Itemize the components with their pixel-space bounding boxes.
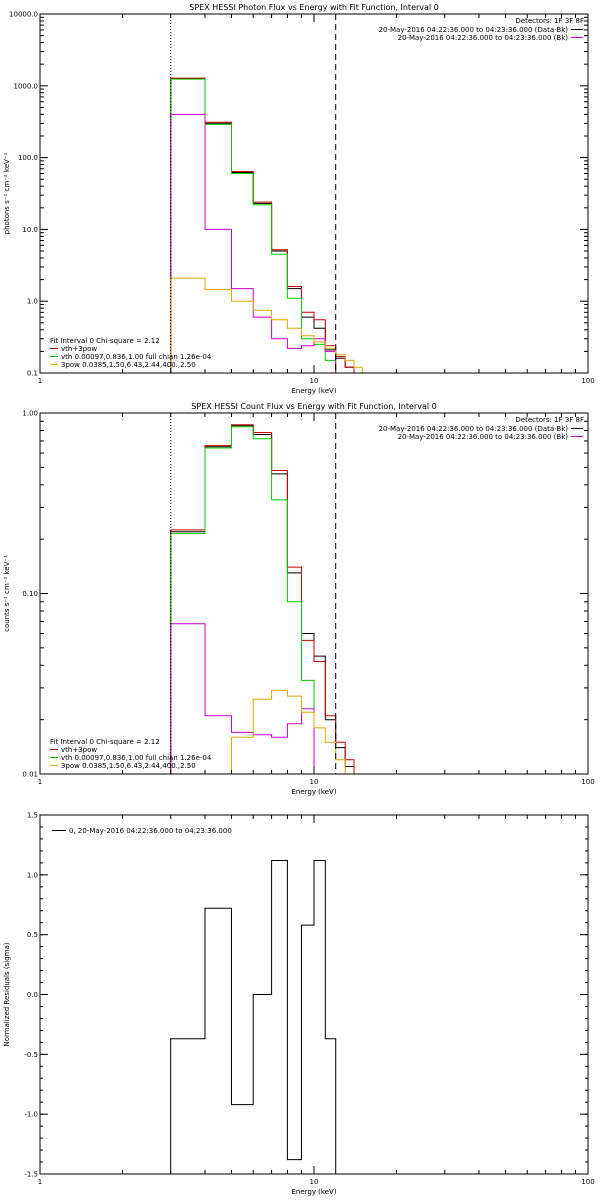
x-tick-label: 1: [38, 377, 42, 385]
y-tick-label: 0.10: [22, 590, 38, 598]
chart-0: 1 10 100 0.1 1.0 10.0 100.0 1000.0 10000.0 SPEX H…: [3, 3, 595, 395]
series-1-line: [170, 77, 363, 373]
chart-2: 1 10 100 -1.5 -1.0 -0.5 0.0 0.5 1.0 1.5 Energy (ke…: [3, 812, 595, 1197]
y-tick-label: 10.0: [22, 226, 38, 234]
legend-top: 0, 20-May-2016 04:22:36.000 to 04:23:36.…: [52, 827, 232, 835]
y-tick-label: 1000.0: [14, 82, 39, 90]
y-tick-label: 0.5: [27, 931, 38, 939]
x-tick-label: 100: [581, 1178, 594, 1186]
y-tick-label: -0.5: [24, 1051, 38, 1059]
y-axis-label: Normalized Residuals (sigma): [3, 942, 11, 1046]
x-tick-label: 100: [581, 778, 594, 786]
y-tick-label: 0.0: [27, 991, 38, 999]
series-3-line: [170, 623, 326, 774]
chart-1: 1 10 100 0.01 0.10 1.00 SPEX HESSI Count Flux …: [3, 402, 595, 796]
x-tick-label: 10: [310, 377, 319, 385]
legend-bottom: Fit Interval 0 Chi-square = 2.12vth+3pow…: [50, 738, 212, 770]
y-tick-label: 10000.0: [9, 11, 38, 19]
legend-entry: 20-May-2016 04:22:36.000 to 04:23:36.000…: [398, 34, 569, 42]
y-tick-label: 100.0: [18, 154, 38, 162]
y-axis-label: photons s⁻¹ cm⁻² keV⁻¹: [3, 152, 11, 234]
series-4-line: [170, 277, 363, 373]
legend-header: Detectors: 1F 3F 8F: [515, 17, 584, 25]
series-0-line: [170, 860, 337, 1174]
fit-legend-header: Fit Interval 0 Chi-square = 2.12: [50, 337, 160, 345]
series-3-line: [170, 113, 346, 373]
y-tick-label: -1.5: [24, 1171, 38, 1179]
y-tick-label: -1.0: [24, 1111, 38, 1119]
x-axis-label: Energy (keV): [291, 788, 336, 796]
series-2-line: [170, 78, 363, 373]
series-0-line: [170, 78, 363, 373]
x-tick-label: 100: [581, 377, 594, 385]
fit-legend-entry: 3pow 0.0385,1.50,6.43,2.44,400.,2.50: [61, 361, 196, 369]
x-axis-label: Energy (keV): [291, 387, 336, 395]
y-tick-label: 1.0: [27, 871, 38, 879]
x-tick-label: 1: [38, 1178, 42, 1186]
fit-legend-entry: 3pow 0.0385,1.50,6.43,2.44,400.,2.50: [61, 762, 196, 770]
legend-entry: 20-May-2016 04:22:36.000 to 04:23:36.000…: [379, 425, 569, 433]
chart-title: SPEX HESSI Count Flux vs Energy with Fit…: [191, 402, 436, 411]
legend-entry: 20-May-2016 04:22:36.000 to 04:23:36.000…: [379, 26, 569, 34]
fit-legend-header: Fit Interval 0 Chi-square = 2.12: [50, 738, 160, 746]
fit-legend-entry: vth 0.00097,0.836,1.00 full chian 1.26e-…: [61, 353, 212, 361]
fit-legend-entry: vth+3pow: [61, 746, 97, 754]
fit-legend-entry: vth+3pow: [61, 345, 97, 353]
y-tick-label: 1.5: [27, 812, 38, 820]
y-axis-label: counts s⁻¹ cm⁻² keV⁻¹: [3, 555, 11, 632]
y-tick-label: 1.0: [27, 298, 38, 306]
chart-title: SPEX HESSI Photon Flux vs Energy with Fi…: [189, 3, 439, 12]
x-axis-label: Energy (keV): [291, 1188, 336, 1196]
legend-header: Detectors: 1F 3F 8F: [515, 416, 584, 424]
series-1-line: [170, 424, 363, 774]
legend-entry: 0, 20-May-2016 04:22:36.000 to 04:23:36.…: [69, 827, 232, 835]
x-tick-label: 10: [310, 778, 319, 786]
y-tick-label: 1.00: [22, 410, 38, 418]
series-2-line: [170, 426, 326, 774]
x-tick-label: 10: [310, 1178, 319, 1186]
legend-bottom: Fit Interval 0 Chi-square = 2.12vth+3pow…: [50, 337, 212, 369]
x-tick-label: 1: [38, 778, 42, 786]
y-tick-label: 0.01: [22, 771, 38, 779]
series-0-line: [170, 425, 363, 774]
fit-legend-entry: vth 0.00097,0.836,1.00 full chian 1.26e-…: [61, 754, 212, 762]
y-tick-label: 0.1: [27, 370, 38, 378]
legend-entry: 20-May-2016 04:22:36.000 to 04:23:36.000…: [398, 433, 569, 441]
